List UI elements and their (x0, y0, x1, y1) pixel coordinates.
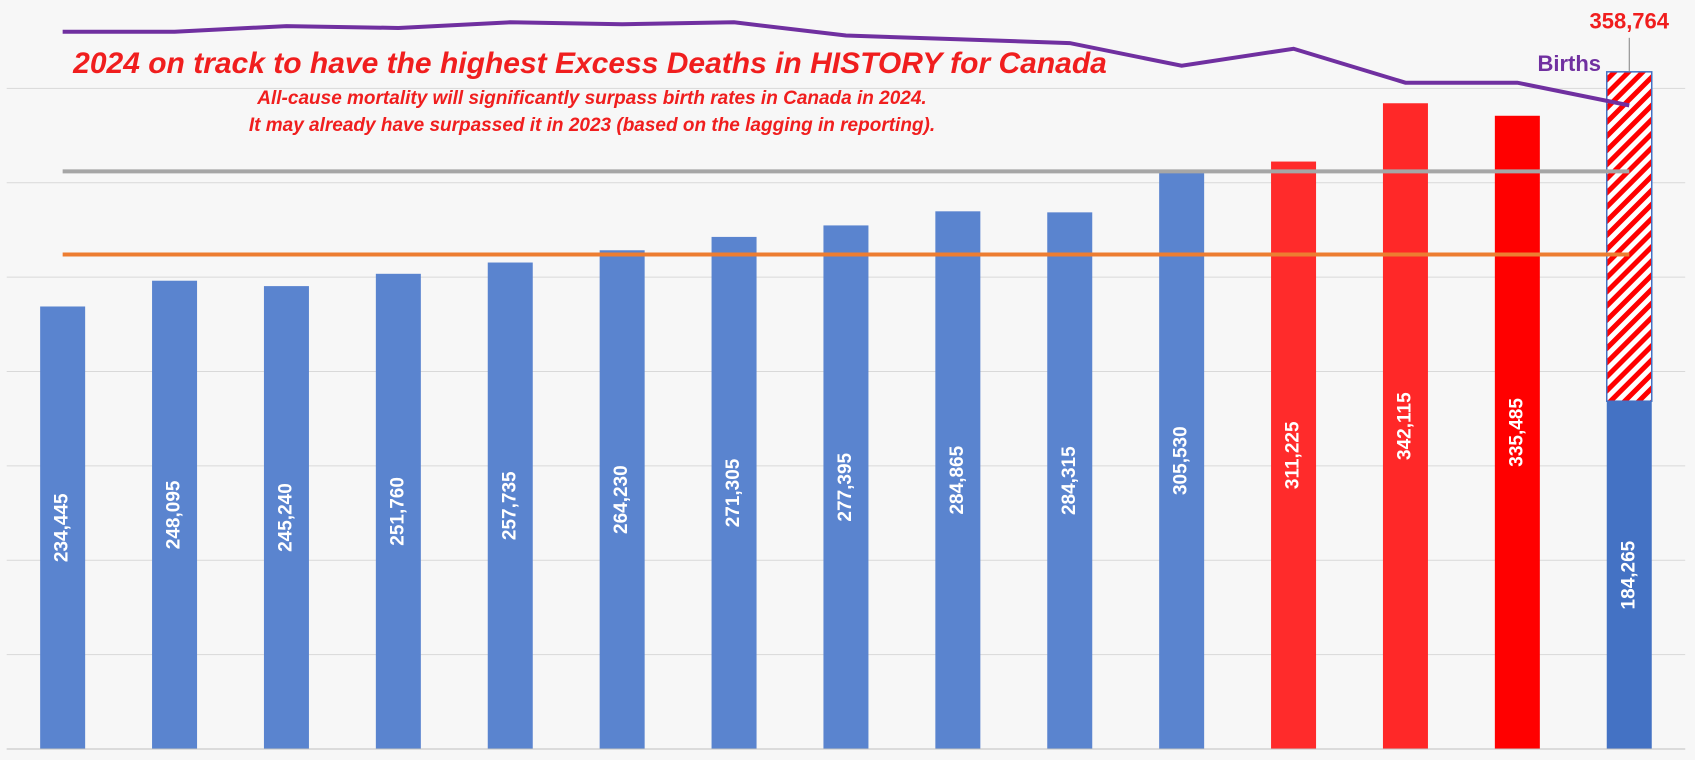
x-tick-label: 2014 (490, 758, 530, 760)
bar (599, 250, 645, 749)
series-name: Births (1537, 51, 1601, 76)
data-label: 184,265 (1618, 540, 1639, 609)
x-tick-label: 2023 (1497, 758, 1537, 760)
data-label: 342,115 (1394, 392, 1415, 460)
chart-title: 2024 on track to have the highest Excess… (72, 47, 1107, 80)
bar (823, 225, 869, 749)
x-tick-label: 2013 (378, 758, 418, 760)
bar (40, 306, 86, 749)
x-tick-label: 2024 (1609, 758, 1649, 760)
bar (1606, 401, 1652, 749)
bar (375, 273, 421, 749)
data-label: 311,225 (1283, 421, 1304, 489)
data-label: 305,530 (1171, 426, 1192, 495)
bar (711, 236, 757, 750)
bar (1159, 172, 1205, 749)
x-tick-label: 2022 (1385, 758, 1425, 760)
x-tick-label: 2012 (266, 758, 306, 760)
bar (1047, 212, 1093, 749)
bar (152, 280, 198, 749)
x-tick-label: 2015 (602, 758, 642, 760)
bar (935, 211, 981, 749)
data-label: 234,445 (52, 493, 73, 562)
x-tick-label: 2017 (826, 758, 866, 760)
bar (1606, 71, 1653, 402)
chart-subtitle: It may already have surpassed it in 2023… (249, 115, 935, 136)
bar (1494, 115, 1540, 749)
data-label: 248,095 (164, 480, 185, 549)
data-label: 284,315 (1059, 446, 1080, 515)
x-tick-label: 2011 (155, 758, 194, 760)
data-label: 284,865 (947, 445, 968, 514)
bar (263, 286, 309, 749)
bar (1271, 161, 1317, 749)
data-label: 335,485 (1506, 398, 1527, 467)
data-label: 277,395 (835, 452, 856, 521)
bar (1382, 103, 1428, 749)
chart-subtitle: All-cause mortality will significantly s… (256, 88, 926, 109)
x-tick-label: 2020 (1162, 758, 1202, 760)
x-tick-label: 2016 (714, 758, 754, 760)
data-label: 245,240 (275, 483, 296, 552)
total-label: 358,764 (1589, 9, 1669, 34)
bar (487, 262, 533, 749)
x-tick-label: 2010 (43, 758, 83, 760)
x-tick-label: 2019 (1050, 758, 1090, 760)
x-tick-label: 2018 (938, 758, 978, 760)
line-series (62, 20, 1630, 108)
data-label: 264,230 (611, 465, 632, 534)
data-label: 251,760 (387, 477, 408, 546)
data-label: 271,305 (723, 458, 744, 527)
x-tick-label: 2021 (1274, 758, 1314, 760)
data-label: 257,735 (499, 471, 520, 540)
